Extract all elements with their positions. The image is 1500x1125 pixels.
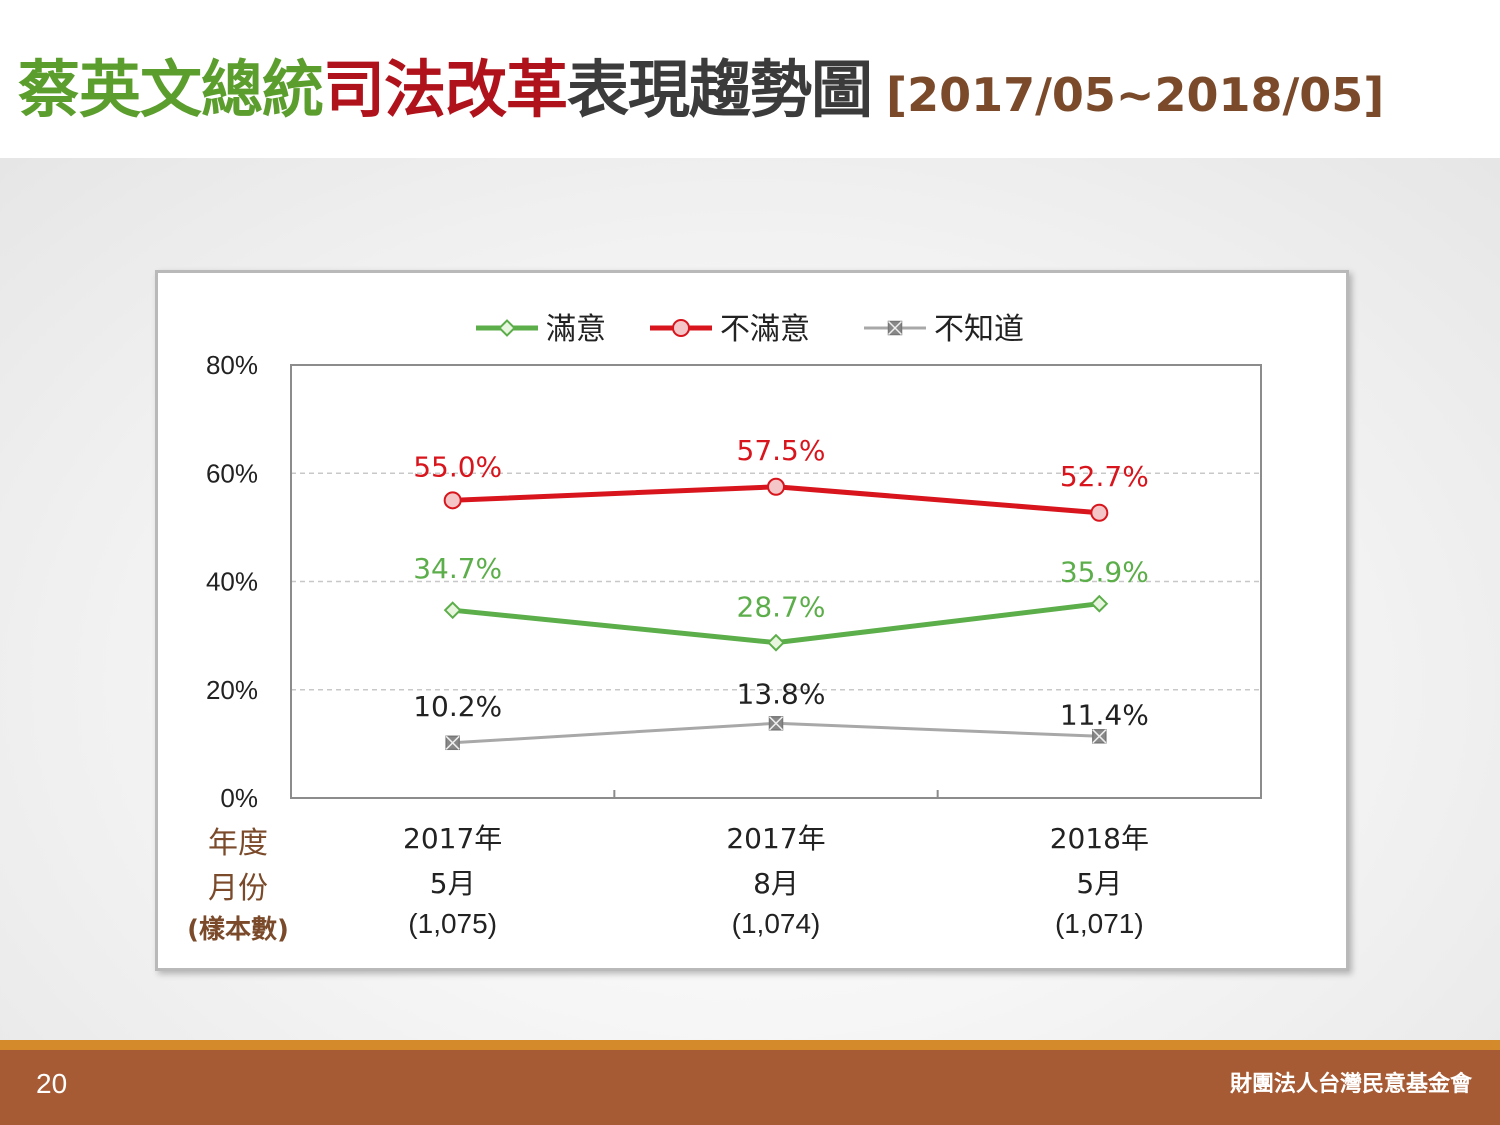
x-tick-label-sample: (1,074) (732, 908, 821, 939)
organization-name: 財團法人台灣民意基金會 (1229, 1072, 1472, 1097)
title-date-range: [2017/05~2018/05] (886, 68, 1385, 122)
data-label-satisfied: 34.7% (413, 552, 502, 585)
data-point-dissatisfied (767, 477, 785, 496)
x-axis-caption: (樣本數) (187, 914, 289, 945)
page-number: 20 (36, 1068, 68, 1099)
x-tick-label-year: 2017年 (726, 822, 825, 855)
data-label-unknown: 13.8% (737, 677, 826, 710)
legend-label-dissatisfied: 不滿意 (720, 312, 810, 347)
data-point-unknown-cross (1092, 729, 1107, 744)
data-label-dissatisfied: 55.0% (413, 450, 502, 483)
legend-label-unknown: 不知道 (934, 312, 1024, 347)
plot-area (290, 364, 1262, 799)
data-point-satisfied (443, 601, 462, 620)
data-label-unknown: 10.2% (413, 690, 502, 723)
slide-title: 蔡英文總統司法改革表現趨勢圖 [2017/05~2018/05] (18, 40, 1384, 140)
data-point-dissatisfied (1090, 503, 1109, 522)
legend-marker-satisfied (498, 319, 516, 337)
y-tick-label: 40% (206, 567, 258, 597)
x-tick-label-month: 5月 (1076, 867, 1122, 900)
x-tick-label-year: 2017年 (403, 822, 502, 855)
legend-marker-dissatisfied (672, 319, 690, 337)
data-point-satisfied (1090, 594, 1109, 613)
y-tick-label: 60% (206, 458, 258, 488)
y-tick-label: 0% (220, 783, 258, 813)
x-axis-caption: 年度 (208, 826, 268, 861)
title-part-trend-chart: 表現趨勢圖 (567, 53, 873, 126)
data-label-dissatisfied: 52.7% (1060, 460, 1149, 493)
x-tick-label-month: 5月 (430, 867, 476, 900)
chart-frame: 0% 20% 40% 60% 80% 2017年 5月 (1,075) 2017年 8月 (1,07… (155, 270, 1349, 971)
data-label-satisfied: 35.9% (1060, 556, 1149, 589)
footer-bar (0, 1040, 1500, 1125)
data-point-dissatisfied (443, 491, 462, 510)
data-label-dissatisfied: 57.5% (737, 434, 826, 467)
legend-marker-unknown-cross (887, 320, 903, 336)
x-tick-label-year: 2018年 (1050, 822, 1149, 855)
legend-label-satisfied: 滿意 (546, 312, 606, 347)
x-tick-label-sample: (1,075) (408, 908, 497, 939)
data-point-unknown-cross (445, 735, 460, 750)
x-axis-caption: 月份 (208, 871, 268, 906)
title-part-president: 蔡英文總統 (18, 53, 324, 126)
x-tick-label-sample: (1,071) (1055, 908, 1144, 939)
y-tick-label: 20% (206, 675, 258, 705)
line-chart: 0% 20% 40% 60% 80% 2017年 5月 (1,075) 2017年 8月 (1,07… (187, 312, 1262, 945)
data-label-unknown: 11.4% (1060, 698, 1149, 731)
data-label-satisfied: 28.7% (737, 591, 826, 624)
title-part-judicial-reform: 司法改革 (323, 53, 568, 126)
x-tick-label-month: 8月 (753, 867, 799, 900)
data-point-satisfied (767, 633, 785, 652)
data-point-unknown-cross (768, 716, 784, 731)
y-tick-label: 80% (206, 350, 258, 380)
